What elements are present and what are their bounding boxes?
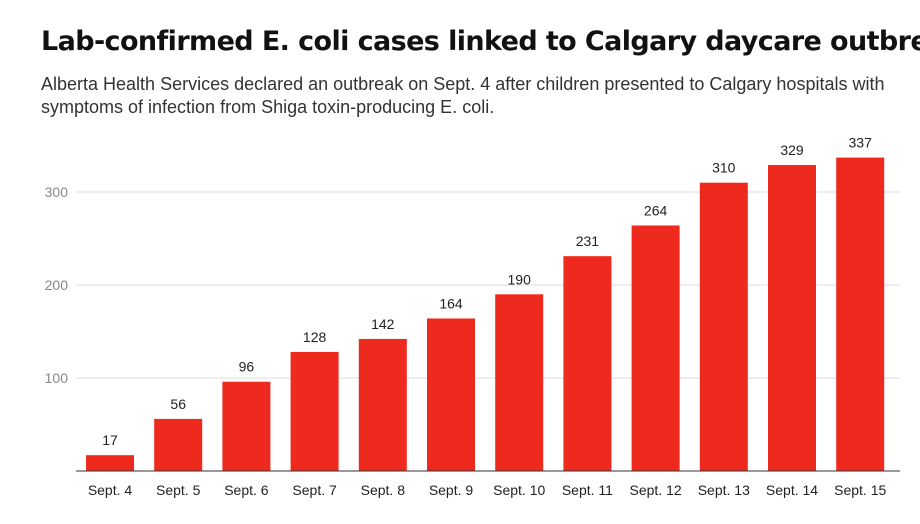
data-label: 56 xyxy=(170,396,186,412)
data-label: 164 xyxy=(439,295,463,311)
data-label: 142 xyxy=(371,316,395,332)
x-tick-label: Sept. 15 xyxy=(834,482,886,498)
y-tick-label: 100 xyxy=(45,370,69,386)
data-label: 310 xyxy=(712,160,736,176)
chart-subtitle: Alberta Health Services declared an outb… xyxy=(41,74,885,117)
data-label: 231 xyxy=(576,233,600,249)
x-tick-label: Sept. 6 xyxy=(224,482,269,498)
x-tick-label: Sept. 5 xyxy=(156,482,201,498)
x-tick-label: Sept. 10 xyxy=(493,482,545,498)
x-tick-label: Sept. 13 xyxy=(698,482,750,498)
bar xyxy=(154,418,203,471)
x-tick-label: Sept. 11 xyxy=(562,482,613,498)
x-tick-label: Sept. 7 xyxy=(292,482,337,498)
bar xyxy=(222,381,271,471)
data-label: 264 xyxy=(644,202,668,218)
x-tick-label: Sept. 12 xyxy=(630,482,682,498)
y-tick-label: 300 xyxy=(45,184,69,200)
bar xyxy=(836,157,885,471)
data-label: 17 xyxy=(102,432,118,448)
bar xyxy=(768,165,816,471)
data-label: 128 xyxy=(303,329,327,345)
bar xyxy=(699,182,748,471)
x-tick-label: Sept. 9 xyxy=(429,482,474,498)
bar xyxy=(86,455,134,471)
x-tick-label: Sept. 8 xyxy=(361,482,406,498)
data-label: 329 xyxy=(780,142,804,158)
data-label: 337 xyxy=(849,135,873,151)
bar xyxy=(290,351,339,471)
x-tick-label: Sept. 4 xyxy=(88,482,133,498)
bar xyxy=(427,318,475,471)
y-tick-label: 200 xyxy=(45,277,69,293)
data-label: 96 xyxy=(239,359,255,375)
bar xyxy=(358,338,407,471)
data-label: 190 xyxy=(508,271,532,287)
x-tick-label: Sept. 14 xyxy=(766,482,818,498)
bar xyxy=(495,294,544,471)
bar xyxy=(563,256,612,471)
bar xyxy=(631,225,680,471)
chart-title: Lab-confirmed E. coli cases linked to Ca… xyxy=(41,26,920,57)
